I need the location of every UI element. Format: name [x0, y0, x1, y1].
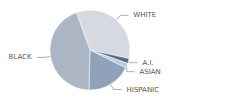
svg-text:WHITE: WHITE [133, 11, 156, 19]
svg-text:A.I.: A.I. [143, 59, 154, 67]
svg-text:ASIAN: ASIAN [140, 68, 161, 76]
svg-text:BLACK: BLACK [9, 53, 32, 61]
svg-text:HISPANIC: HISPANIC [127, 86, 160, 94]
